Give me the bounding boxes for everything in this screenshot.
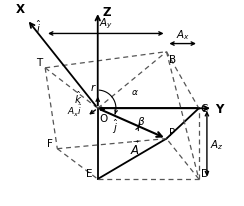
Text: $\alpha$: $\alpha$ — [131, 87, 139, 96]
Text: $\beta$: $\beta$ — [137, 115, 145, 129]
Text: $A_x$: $A_x$ — [176, 28, 190, 41]
Text: X: X — [16, 3, 25, 16]
Text: $\vec{A}$: $\vec{A}$ — [130, 140, 140, 157]
Text: T: T — [36, 57, 42, 68]
Text: P: P — [169, 127, 175, 137]
Text: C: C — [201, 104, 208, 114]
Text: E: E — [86, 168, 93, 178]
Text: $A_x\hat{i}$: $A_x\hat{i}$ — [67, 103, 82, 119]
Text: $A_z$: $A_z$ — [210, 137, 224, 151]
Text: r: r — [91, 83, 95, 92]
Text: $\hat{i}$: $\hat{i}$ — [37, 18, 42, 34]
Text: $\hat{k}$: $\hat{k}$ — [74, 90, 82, 106]
Text: $A_y$: $A_y$ — [99, 17, 113, 31]
Text: D: D — [201, 168, 209, 178]
Text: Z: Z — [103, 6, 111, 19]
Text: F: F — [47, 138, 53, 148]
Text: B: B — [169, 54, 176, 64]
Text: O: O — [100, 114, 108, 124]
Text: $\hat{j}$: $\hat{j}$ — [112, 117, 118, 135]
Text: Y: Y — [215, 102, 223, 115]
